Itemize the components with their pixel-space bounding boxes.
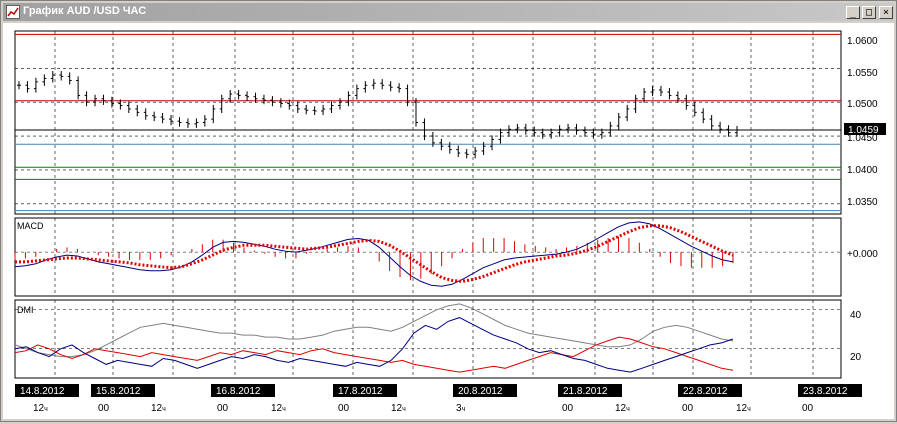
price-series: [15, 33, 841, 212]
date-label: 21.8.2012: [563, 386, 608, 397]
hour-label: 00: [802, 403, 814, 414]
hour-label: 12ч: [736, 403, 751, 414]
date-label: 14.8.2012: [20, 386, 65, 397]
window-title: График AUD /USD ЧАС: [23, 5, 147, 17]
price-tick: 1.0500: [847, 99, 878, 110]
dmi-adx-line: [14, 303, 734, 358]
price-tick: 1.0350: [847, 197, 878, 208]
date-label: 15.8.2012: [96, 386, 141, 397]
time-axis: 14.8.2012 15.8.2012 16.8.2012 17.8.2012 …: [15, 384, 862, 414]
price-tick: 1.0600: [847, 36, 878, 47]
macd-main-line: [14, 221, 734, 287]
hour-label: 12ч: [391, 403, 406, 414]
date-label: 23.8.2012: [803, 386, 848, 397]
chart-app-icon: [6, 5, 20, 19]
date-label: 17.8.2012: [338, 386, 383, 397]
macd-series: [14, 221, 734, 287]
chart-canvas[interactable]: 1.0600 1.0550 1.0500 1.0450 1.0400 1.035…: [3, 23, 894, 419]
grid-lines: [15, 31, 841, 378]
date-label: 16.8.2012: [216, 386, 261, 397]
macd-label: MACD: [17, 221, 44, 231]
hour-label: 12ч: [151, 403, 166, 414]
price-panel[interactable]: [14, 30, 842, 215]
dmi-series: [14, 303, 734, 373]
current-price-label: 1.0459: [848, 125, 879, 136]
price-tick: 1.0450: [847, 133, 878, 144]
price-tick: 1.0400: [847, 165, 878, 176]
hour-label: 12ч: [271, 403, 286, 414]
hour-label: 00: [682, 403, 694, 414]
dmi-panel[interactable]: [14, 299, 842, 379]
current-price-marker: [844, 123, 886, 135]
dmi-tick: 20: [850, 352, 862, 363]
hour-label: 3ч: [456, 403, 466, 414]
hour-label: 00: [562, 403, 574, 414]
title-bar[interactable]: График AUD /USD ЧАС _ □ ×: [3, 3, 894, 21]
dmi-plus-line: [14, 317, 734, 373]
macd-zero-label: +0.000: [847, 249, 878, 260]
dmi-label: DMI: [17, 305, 34, 315]
macd-panel[interactable]: [14, 217, 842, 297]
dmi-tick: 40: [850, 310, 862, 321]
minimize-button[interactable]: _: [846, 6, 860, 19]
hour-label: 00: [98, 403, 110, 414]
hour-label: 12ч: [615, 403, 630, 414]
hour-label: 00: [338, 403, 350, 414]
price-tick: 1.0550: [847, 68, 878, 79]
macd-signal-line: [15, 224, 734, 283]
date-label: 22.8.2012: [683, 386, 728, 397]
maximize-button[interactable]: □: [862, 6, 876, 19]
hour-label: 00: [217, 403, 229, 414]
dmi-minus-line: [14, 336, 734, 373]
chart-area[interactable]: 1.0600 1.0550 1.0500 1.0450 1.0400 1.035…: [3, 23, 894, 419]
date-label: 20.8.2012: [458, 386, 503, 397]
close-button[interactable]: ×: [879, 6, 893, 19]
hour-label: 12ч: [33, 403, 48, 414]
